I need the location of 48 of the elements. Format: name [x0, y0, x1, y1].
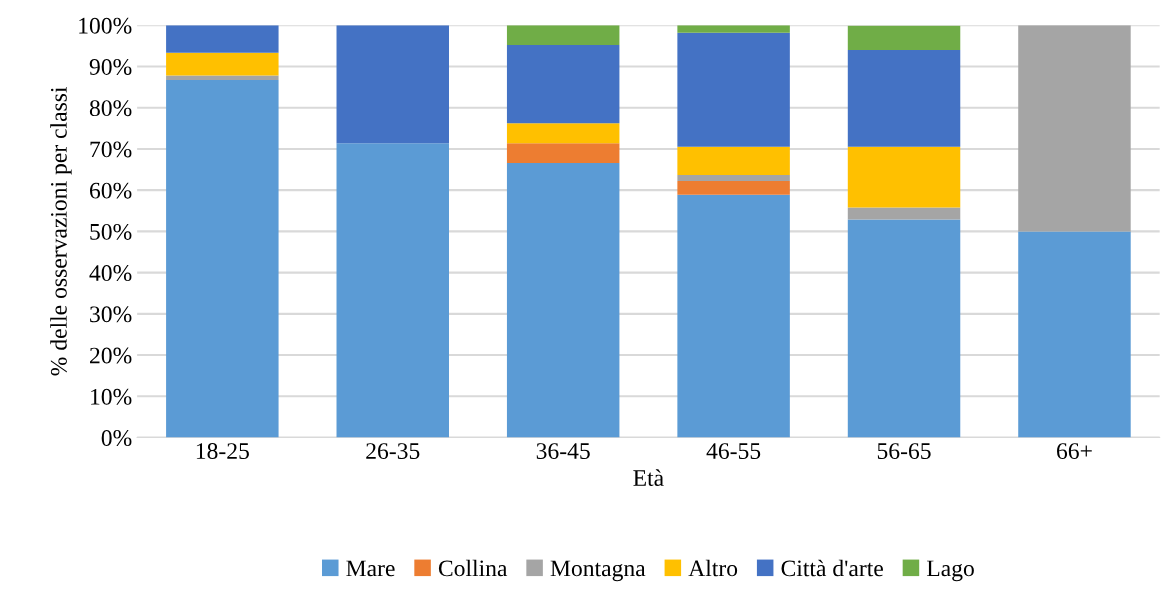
x-tick-label: 18-25 — [196, 443, 249, 460]
bar — [677, 25, 790, 33]
bar — [847, 49, 961, 147]
bar — [847, 146, 961, 208]
bar — [1018, 231, 1131, 438]
y-tick-label: 10% — [91, 388, 132, 405]
bar — [847, 219, 961, 438]
bar — [677, 146, 790, 175]
x-axis-title: Età — [633, 469, 664, 486]
x-tick-label: 56-65 — [877, 443, 931, 460]
y-tick-label: 0% — [101, 430, 132, 447]
bar — [506, 123, 620, 144]
bar — [336, 25, 449, 144]
bar — [166, 52, 279, 76]
y-tick-label: 50% — [90, 223, 132, 240]
bar — [677, 32, 790, 147]
bar — [847, 25, 961, 50]
y-axis-title: % delle osservazioni per classi — [50, 86, 72, 376]
bar — [166, 25, 279, 53]
bar — [677, 194, 790, 438]
legend-label: Città d'arte — [781, 559, 883, 577]
bar — [166, 80, 279, 438]
legend-label: Lago — [926, 560, 974, 582]
x-tick-label: 46-55 — [706, 443, 761, 460]
x-tick-label: 66+ — [1057, 443, 1092, 460]
y-tick-label: 30% — [90, 306, 132, 323]
bar — [506, 162, 620, 438]
x-tick-label: 36-45 — [536, 443, 590, 460]
x-tick-label: 26-35 — [366, 443, 420, 460]
bar — [677, 181, 790, 195]
bar — [847, 207, 961, 220]
bar — [336, 143, 449, 438]
y-tick-label: 20% — [90, 347, 132, 364]
bar — [506, 25, 620, 46]
legend-label: Altro — [688, 559, 738, 577]
bar — [506, 45, 620, 124]
legend-label: Collina — [438, 559, 508, 577]
legend-label: Montagna — [550, 560, 646, 582]
y-tick-label: 70% — [90, 141, 132, 158]
y-tick-label: 60% — [89, 182, 132, 199]
y-tick-label: 80% — [89, 100, 132, 117]
legend-label: Mare — [346, 560, 395, 577]
bar — [677, 174, 790, 182]
bar — [506, 143, 620, 163]
y-tick-label: 100% — [79, 17, 132, 34]
y-tick-label: 90% — [89, 58, 132, 75]
y-tick-label: 40% — [89, 265, 132, 282]
bar — [1018, 25, 1131, 232]
